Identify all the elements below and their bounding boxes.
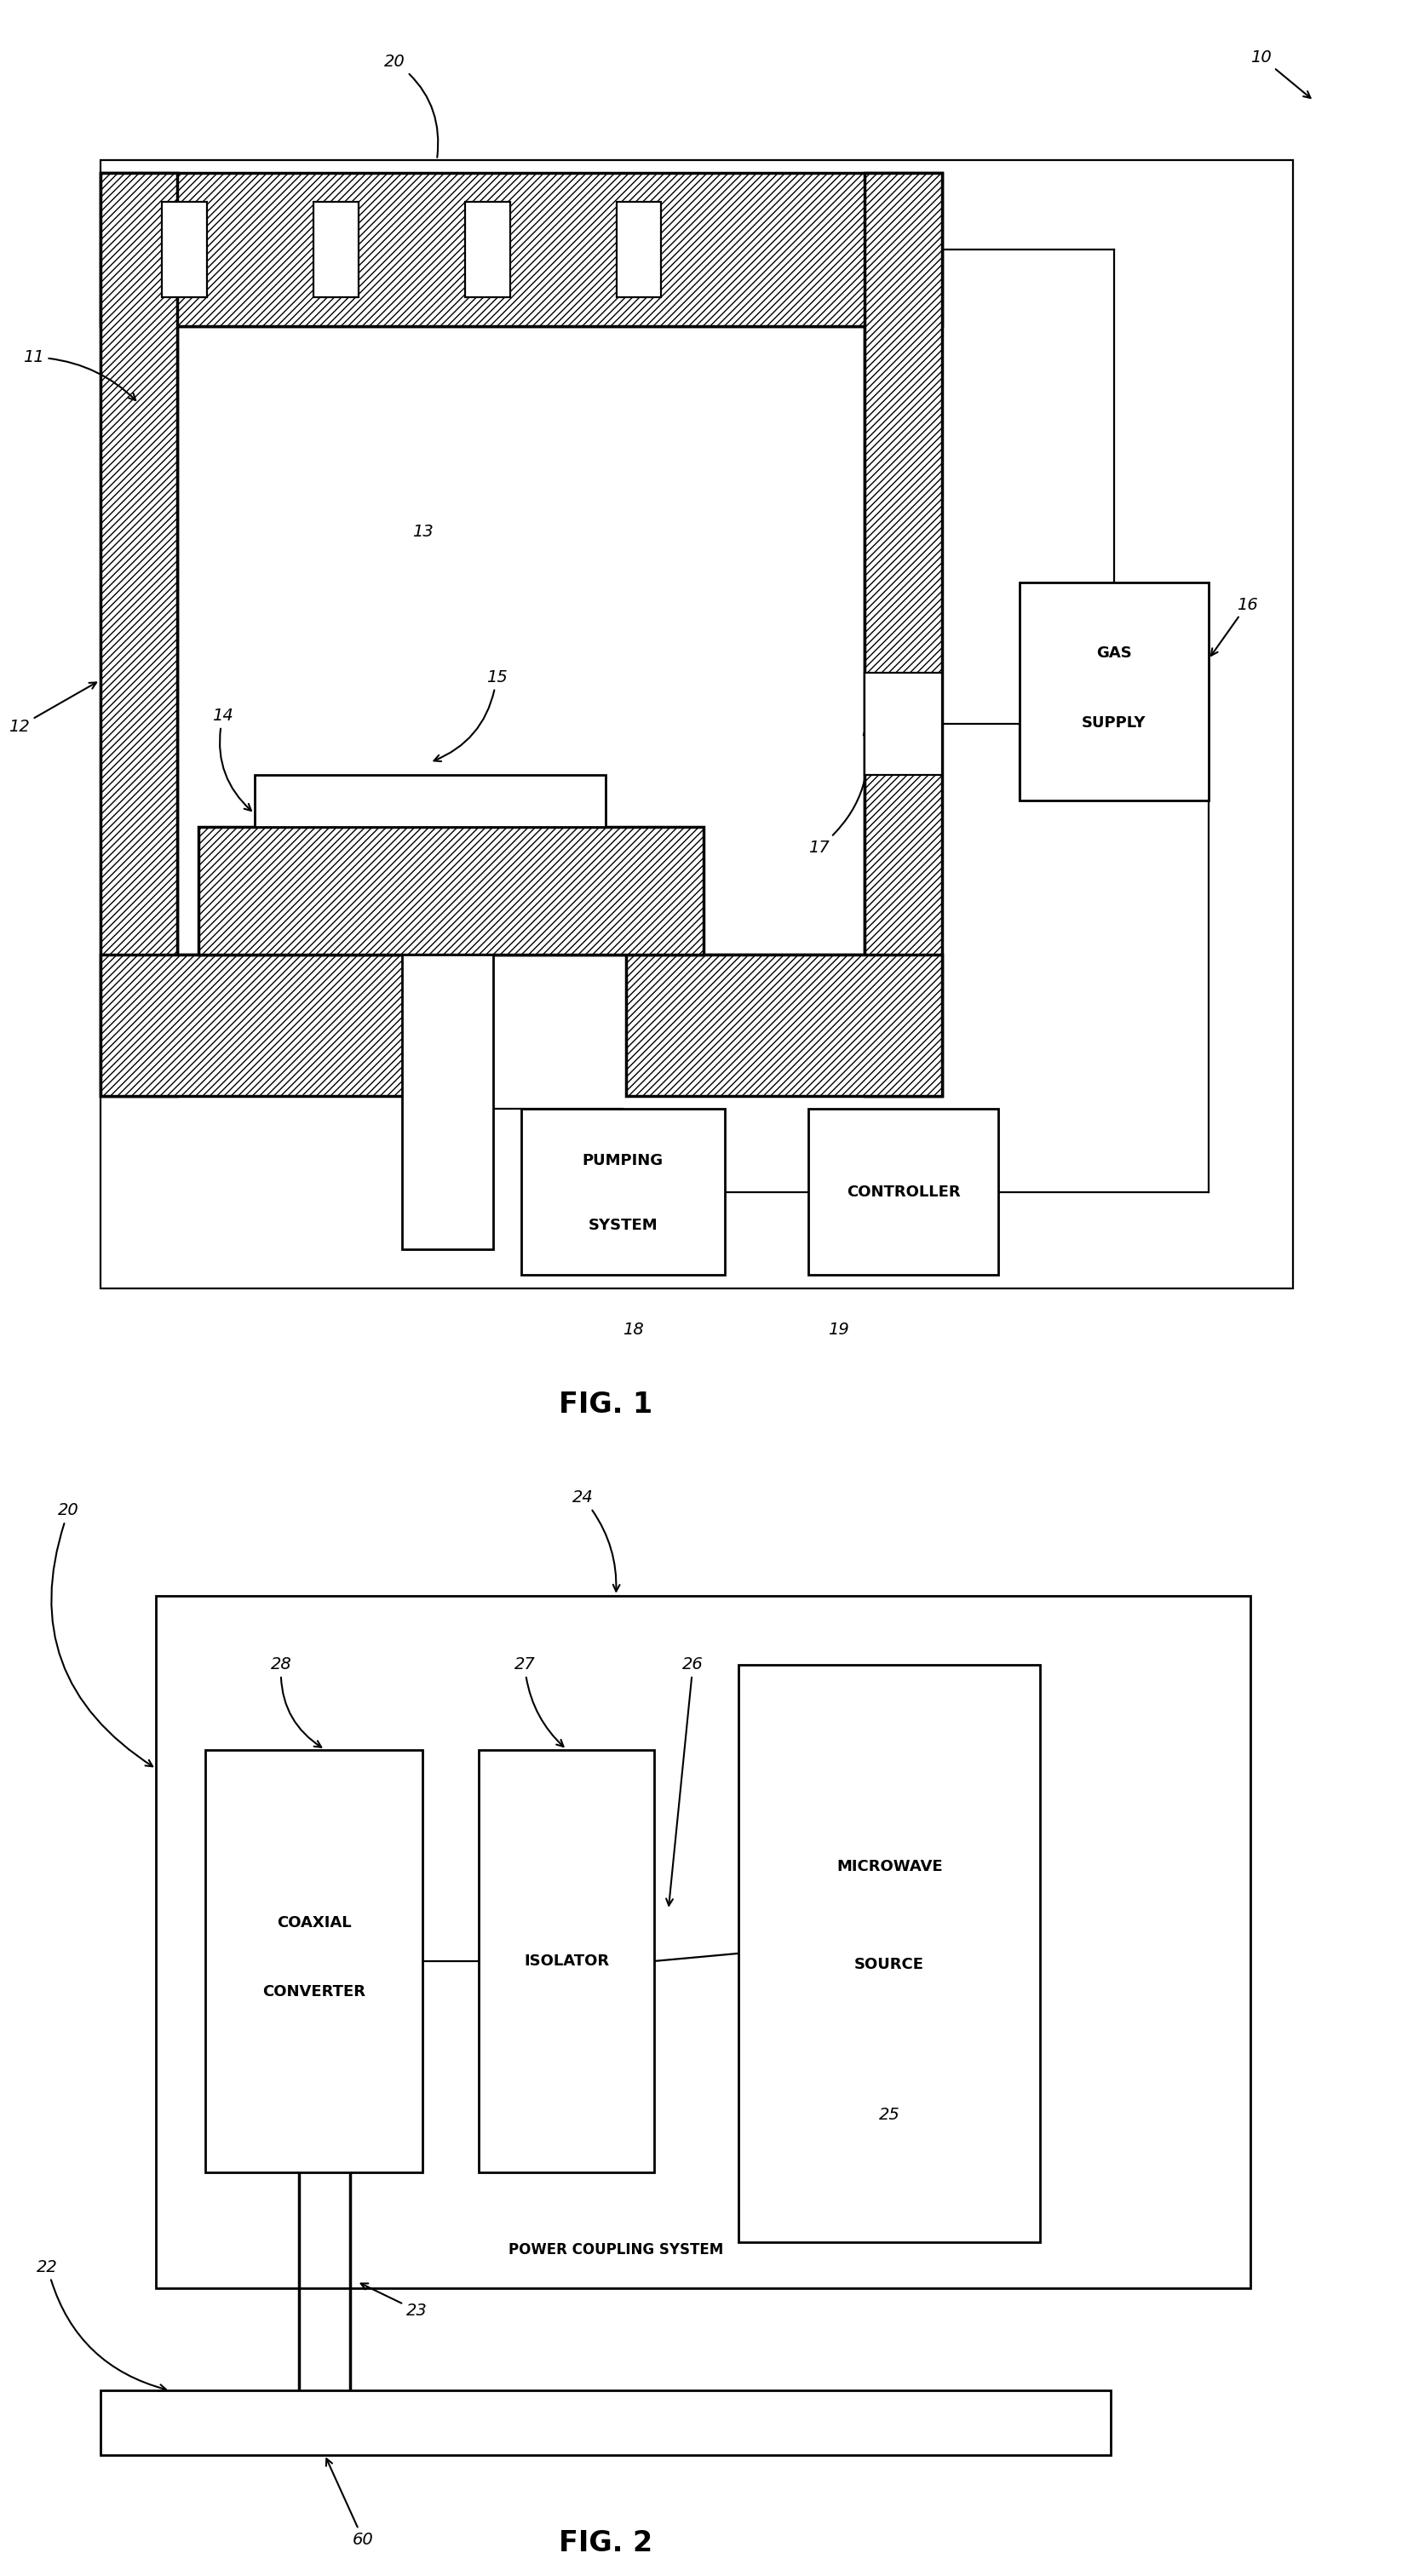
Text: SYSTEM: SYSTEM — [589, 1218, 657, 1234]
Text: 19: 19 — [828, 1321, 849, 1337]
Bar — [314, 201, 358, 296]
Text: ISOLATOR: ISOLATOR — [524, 1953, 610, 1968]
Text: 11: 11 — [23, 350, 135, 399]
Text: 14: 14 — [212, 708, 251, 811]
Bar — [402, 956, 493, 1249]
Text: 17: 17 — [809, 729, 871, 855]
Bar — [865, 173, 942, 1095]
Text: FIG. 1: FIG. 1 — [559, 1391, 653, 1419]
Text: 23: 23 — [361, 2282, 427, 2318]
Text: 25: 25 — [879, 2107, 901, 2123]
Text: SOURCE: SOURCE — [855, 1958, 925, 1973]
Bar — [809, 1108, 997, 1275]
Text: MICROWAVE: MICROWAVE — [836, 1860, 942, 1875]
Text: SUPPLY: SUPPLY — [1082, 716, 1146, 729]
Bar — [100, 173, 942, 327]
Bar — [157, 1595, 1251, 2287]
Bar — [100, 956, 479, 1095]
Text: 26: 26 — [667, 1656, 704, 1906]
Text: 22: 22 — [37, 2259, 167, 2391]
Text: 27: 27 — [514, 1656, 563, 1747]
Bar — [198, 827, 704, 956]
Bar — [1019, 582, 1208, 801]
Text: 24: 24 — [573, 1489, 620, 1592]
Bar — [479, 1749, 654, 2172]
Bar — [100, 2391, 1110, 2455]
Text: 16: 16 — [1211, 598, 1258, 654]
Text: 28: 28 — [271, 1656, 321, 1747]
Text: 60: 60 — [326, 2458, 373, 2548]
Text: 20: 20 — [51, 1502, 152, 1767]
Bar — [100, 173, 177, 1095]
Text: PUMPING: PUMPING — [583, 1154, 663, 1170]
Text: GAS: GAS — [1096, 647, 1131, 662]
Bar — [738, 1664, 1040, 2241]
Text: 18: 18 — [623, 1321, 644, 1337]
Bar — [865, 672, 942, 775]
Text: 12: 12 — [9, 683, 97, 734]
Text: FIG. 2: FIG. 2 — [559, 2530, 653, 2558]
Bar — [162, 201, 207, 296]
Bar — [100, 160, 1292, 1288]
Text: CONVERTER: CONVERTER — [262, 1984, 366, 1999]
Bar — [522, 1108, 724, 1275]
Text: 20: 20 — [385, 54, 437, 157]
Text: POWER COUPLING SYSTEM: POWER COUPLING SYSTEM — [509, 2241, 724, 2257]
Text: 15: 15 — [435, 670, 507, 762]
Bar — [465, 201, 510, 296]
Bar — [205, 1749, 423, 2172]
Text: COAXIAL: COAXIAL — [276, 1914, 352, 1929]
Bar — [255, 775, 606, 827]
Text: CONTROLLER: CONTROLLER — [846, 1185, 960, 1200]
Bar — [617, 201, 661, 296]
Bar — [627, 956, 942, 1095]
Text: 13: 13 — [412, 523, 433, 538]
Text: 10: 10 — [1251, 49, 1311, 98]
